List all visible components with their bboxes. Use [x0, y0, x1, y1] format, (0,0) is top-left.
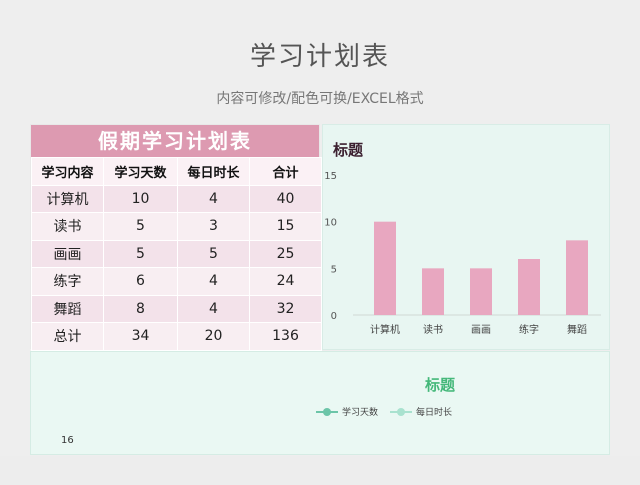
table-row: 画画 5 5 25 — [31, 239, 322, 268]
legend-label: 学习天数 — [342, 408, 379, 418]
plan-table: 学习内容 学习天数 每日时长 合计 计算机 10 4 40 读书 5 3 15 … — [31, 157, 322, 351]
y-tick-label: 10 — [324, 218, 337, 229]
legend-line-icon — [316, 407, 338, 416]
table-cell[interactable]: 10 — [103, 184, 178, 213]
sheet-title: 假期学习计划表 — [31, 125, 319, 157]
table-cell[interactable]: 136 — [249, 322, 322, 351]
table-row: 舞蹈 8 4 32 — [31, 294, 322, 323]
bar-chart: 0 5 10 15 计算机 读书 画画 练字 舞蹈 — [324, 171, 601, 336]
y-tick-label: 15 — [324, 171, 337, 182]
legend-item[interactable]: 学习天数 — [316, 405, 378, 418]
table-cell[interactable]: 4 — [177, 294, 250, 323]
legend-item[interactable]: 每日时长 — [390, 405, 452, 418]
table-cell[interactable]: 25 — [249, 239, 322, 268]
bar[interactable] — [470, 268, 492, 315]
table-cell[interactable]: 画画 — [31, 239, 104, 268]
table-cell[interactable]: 32 — [249, 294, 322, 323]
bar[interactable] — [518, 259, 540, 315]
y-tick-label: 5 — [331, 264, 337, 275]
table-row: 练字 6 4 24 — [31, 267, 322, 296]
table-cell[interactable]: 40 — [249, 184, 322, 213]
total-row: 总计 34 20 136 — [31, 322, 322, 351]
x-tick-label: 计算机 — [370, 323, 400, 336]
bar[interactable] — [374, 221, 396, 315]
bar[interactable] — [422, 268, 444, 315]
legend-dot — [323, 407, 331, 416]
header-cell[interactable]: 学习内容 — [31, 157, 104, 186]
legend-line-icon — [390, 407, 413, 416]
line-chart-panel[interactable]: 标题 学习天数 每日时长 16 — [30, 351, 610, 455]
legend-label: 每日时长 — [416, 408, 453, 418]
table-cell[interactable]: 练字 — [31, 267, 104, 296]
table-cell[interactable]: 读书 — [31, 212, 104, 241]
header-cell[interactable]: 学习天数 — [103, 157, 178, 186]
page-subtitle: 内容可修改/配色可换/EXCEL格式 — [216, 91, 424, 107]
x-tick-label: 读书 — [423, 323, 443, 336]
line-chart-title: 标题 — [424, 376, 455, 394]
line-chart-legend: 学习天数 每日时长 — [316, 405, 464, 418]
table-row: 读书 5 3 15 — [31, 212, 322, 241]
table-cell[interactable]: 4 — [177, 267, 250, 296]
table-cell[interactable]: 24 — [249, 267, 322, 296]
page-title: 学习计划表 — [249, 42, 390, 72]
table-cell[interactable]: 34 — [103, 322, 178, 351]
bottom-band — [0, 456, 640, 485]
table-cell[interactable]: 5 — [103, 239, 178, 268]
table-cell[interactable]: 5 — [103, 212, 178, 241]
table-cell[interactable]: 总计 — [31, 322, 104, 351]
table-cell[interactable]: 8 — [103, 294, 178, 323]
table-cell[interactable]: 3 — [177, 212, 250, 241]
table-row: 计算机 10 4 40 — [31, 184, 322, 213]
table-cell[interactable]: 20 — [177, 322, 250, 351]
table-header-row: 学习内容 学习天数 每日时长 合计 — [31, 157, 322, 186]
table-cell[interactable]: 6 — [103, 267, 178, 296]
header-cell[interactable]: 每日时长 — [177, 157, 250, 186]
table-cell[interactable]: 15 — [249, 212, 322, 241]
plan-sheet: 假期学习计划表 学习内容 学习天数 每日时长 合计 计算机 10 4 40 读书… — [30, 124, 322, 351]
table-cell[interactable]: 5 — [177, 239, 250, 268]
y-tick-label: 0 — [331, 311, 337, 322]
x-tick-label: 舞蹈 — [567, 324, 587, 336]
bar-chart-panel[interactable]: 标题 0 5 10 15 计算机 读书 画画 练字 舞蹈 — [322, 124, 610, 350]
bar[interactable] — [566, 240, 588, 315]
x-tick-label: 练字 — [519, 323, 539, 336]
y-tick-label: 16 — [61, 435, 74, 446]
x-tick-label: 画画 — [471, 325, 491, 336]
table-cell[interactable]: 计算机 — [31, 184, 104, 213]
table-cell[interactable]: 4 — [177, 184, 250, 213]
table-cell[interactable]: 舞蹈 — [31, 294, 104, 323]
legend-dot — [397, 407, 406, 416]
header-cell[interactable]: 合计 — [249, 157, 322, 186]
bar-chart-title: 标题 — [333, 141, 364, 159]
